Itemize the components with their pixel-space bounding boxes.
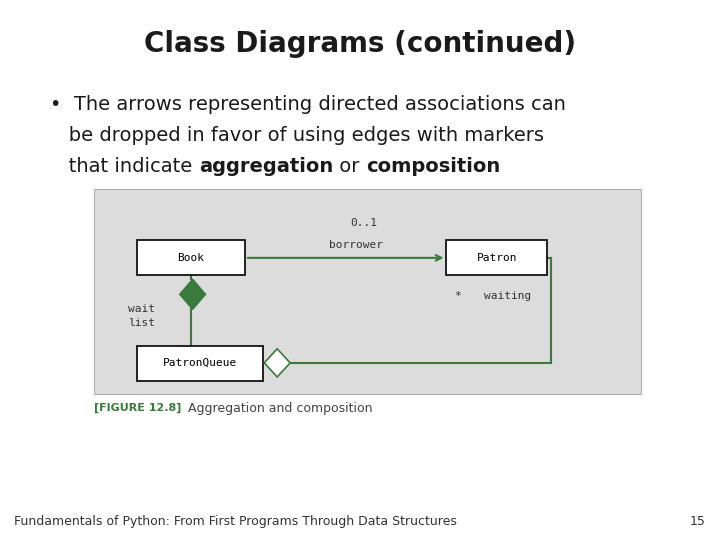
Text: that indicate: that indicate xyxy=(50,157,199,176)
Text: [FIGURE 12.8]: [FIGURE 12.8] xyxy=(94,402,181,413)
Polygon shape xyxy=(264,349,290,377)
Text: •  The arrows representing directed associations can: • The arrows representing directed assoc… xyxy=(50,94,566,113)
Text: composition: composition xyxy=(366,157,500,176)
Text: Book: Book xyxy=(177,253,204,263)
Text: Aggregation and composition: Aggregation and composition xyxy=(184,402,372,415)
Text: or: or xyxy=(333,157,366,176)
Text: 15: 15 xyxy=(690,515,706,528)
Text: *: * xyxy=(454,291,461,301)
Text: wait
list: wait list xyxy=(128,305,155,327)
Bar xyxy=(446,240,547,275)
Bar xyxy=(137,346,263,381)
Polygon shape xyxy=(180,279,206,309)
Text: be dropped in favor of using edges with markers: be dropped in favor of using edges with … xyxy=(50,126,544,145)
Text: borrower: borrower xyxy=(329,240,383,251)
Text: aggregation: aggregation xyxy=(199,157,333,176)
Text: PatronQueue: PatronQueue xyxy=(163,358,237,368)
Text: Class Diagrams (continued): Class Diagrams (continued) xyxy=(144,30,576,58)
Text: 0..1: 0..1 xyxy=(350,218,377,228)
Text: Fundamentals of Python: From First Programs Through Data Structures: Fundamentals of Python: From First Progr… xyxy=(14,515,457,528)
Text: waiting: waiting xyxy=(484,291,531,301)
Text: Patron: Patron xyxy=(477,253,517,263)
Bar xyxy=(94,189,641,394)
Bar xyxy=(137,240,245,275)
